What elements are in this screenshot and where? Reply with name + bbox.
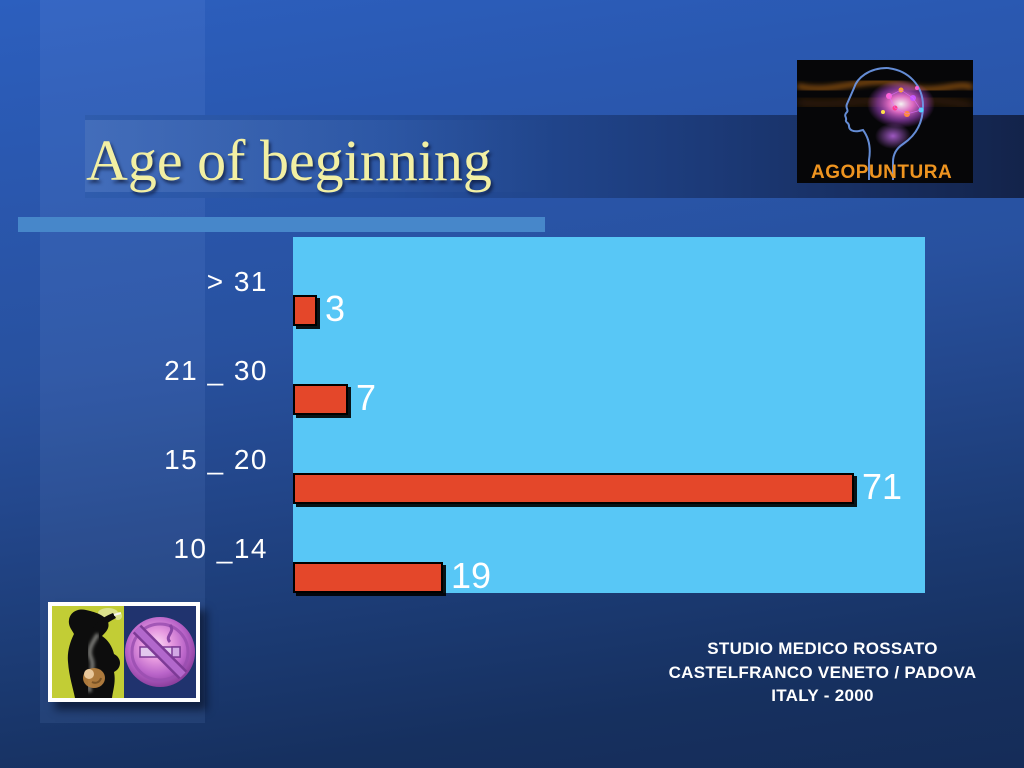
chart-plot-area <box>293 237 925 593</box>
bar-15_20 <box>293 473 854 504</box>
value-label: 7 <box>356 377 377 418</box>
value-label: 71 <box>862 466 903 507</box>
credit-text-block: STUDIO MEDICO ROSSATO CASTELFRANCO VENET… <box>640 637 1005 708</box>
cerebellum-glow <box>875 123 911 149</box>
credit-line-3: ITALY - 2000 <box>771 686 874 705</box>
category-label: 21 _ 30 <box>164 354 268 386</box>
value-label: 3 <box>325 288 346 329</box>
head-profile-outline <box>844 67 925 180</box>
brain-network-dots <box>881 86 924 117</box>
category-label: 15 _ 20 <box>164 443 268 475</box>
category-label: > 31 <box>206 265 268 297</box>
logo-wordmark: AGOPUNTURA <box>811 162 952 183</box>
bar->31 <box>293 295 317 326</box>
bar-10_14 <box>293 562 443 593</box>
no-smoking-graphic <box>52 606 196 698</box>
credit-line-2: CASTELFRANCO VENETO / PADOVA <box>668 662 977 682</box>
brain-logo-graphic: AGOPUNTURA <box>796 60 975 183</box>
credit-line-1: STUDIO MEDICO ROSSATO <box>707 639 938 658</box>
category-label: 10 _14 <box>173 532 268 564</box>
bar-21_30 <box>293 384 348 415</box>
no-smoking-emblem <box>125 617 195 687</box>
pregnant-woman-silhouette <box>67 609 122 698</box>
title-underline-bar <box>18 217 545 232</box>
value-label: 19 <box>451 555 492 596</box>
agopuntura-logo-image: AGOPUNTURA <box>796 60 975 183</box>
fetus <box>83 668 105 688</box>
no-smoking-image <box>48 602 200 702</box>
page-title: Age of beginning <box>86 128 492 193</box>
brain-glow <box>867 80 935 128</box>
